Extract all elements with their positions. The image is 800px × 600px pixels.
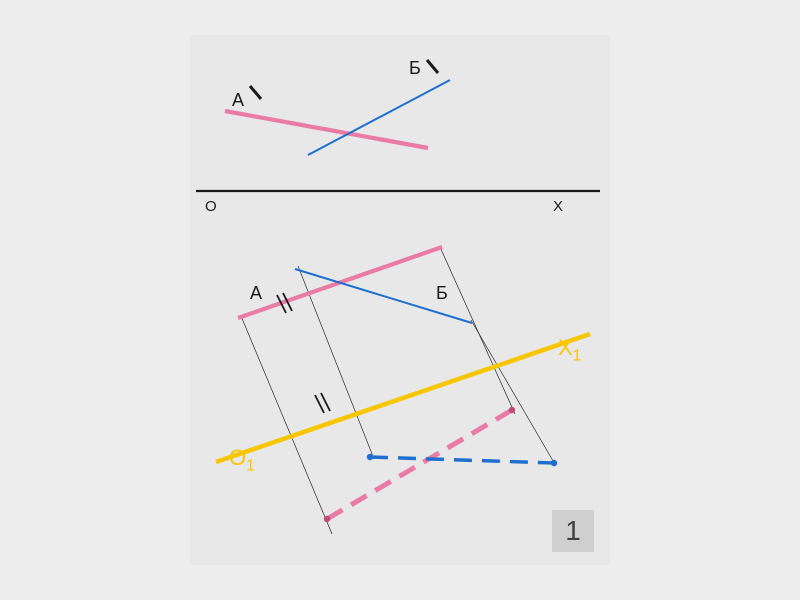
diagram-stage: А Б О Х А Б О1 Х1 1 [0, 0, 800, 600]
figure-number-plate: 1 [552, 510, 594, 552]
diagram-svg [0, 0, 800, 600]
